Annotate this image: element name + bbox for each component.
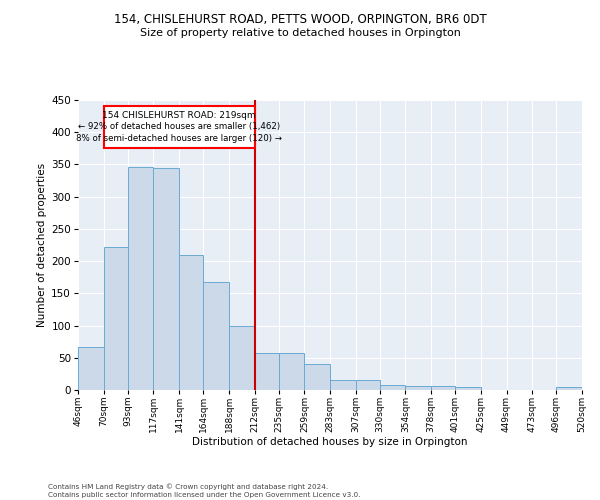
Bar [279, 354, 304, 390]
Bar [203, 282, 229, 390]
Text: 154 CHISLEHURST ROAD: 219sqm: 154 CHISLEHURST ROAD: 219sqm [102, 110, 256, 120]
Text: 154, CHISLEHURST ROAD, PETTS WOOD, ORPINGTON, BR6 0DT: 154, CHISLEHURST ROAD, PETTS WOOD, ORPIN… [113, 12, 487, 26]
FancyBboxPatch shape [104, 106, 254, 148]
Text: Contains HM Land Registry data © Crown copyright and database right 2024.
Contai: Contains HM Land Registry data © Crown c… [48, 484, 361, 498]
Text: Size of property relative to detached houses in Orpington: Size of property relative to detached ho… [140, 28, 460, 38]
Y-axis label: Number of detached properties: Number of detached properties [37, 163, 47, 327]
Bar [128, 167, 154, 390]
Bar [78, 348, 104, 390]
Bar [431, 386, 455, 390]
Bar [104, 247, 128, 390]
Bar [556, 387, 582, 390]
Text: 8% of semi-detached houses are larger (120) →: 8% of semi-detached houses are larger (1… [76, 134, 282, 143]
Bar [406, 386, 431, 390]
Bar [304, 364, 330, 390]
Bar [154, 168, 179, 390]
Bar [330, 380, 356, 390]
Bar [356, 380, 380, 390]
X-axis label: Distribution of detached houses by size in Orpington: Distribution of detached houses by size … [192, 438, 468, 448]
Bar [455, 388, 481, 390]
Bar [380, 386, 406, 390]
Bar [179, 256, 203, 390]
Bar [229, 326, 254, 390]
Text: ← 92% of detached houses are smaller (1,462): ← 92% of detached houses are smaller (1,… [78, 122, 280, 131]
Bar [254, 354, 279, 390]
